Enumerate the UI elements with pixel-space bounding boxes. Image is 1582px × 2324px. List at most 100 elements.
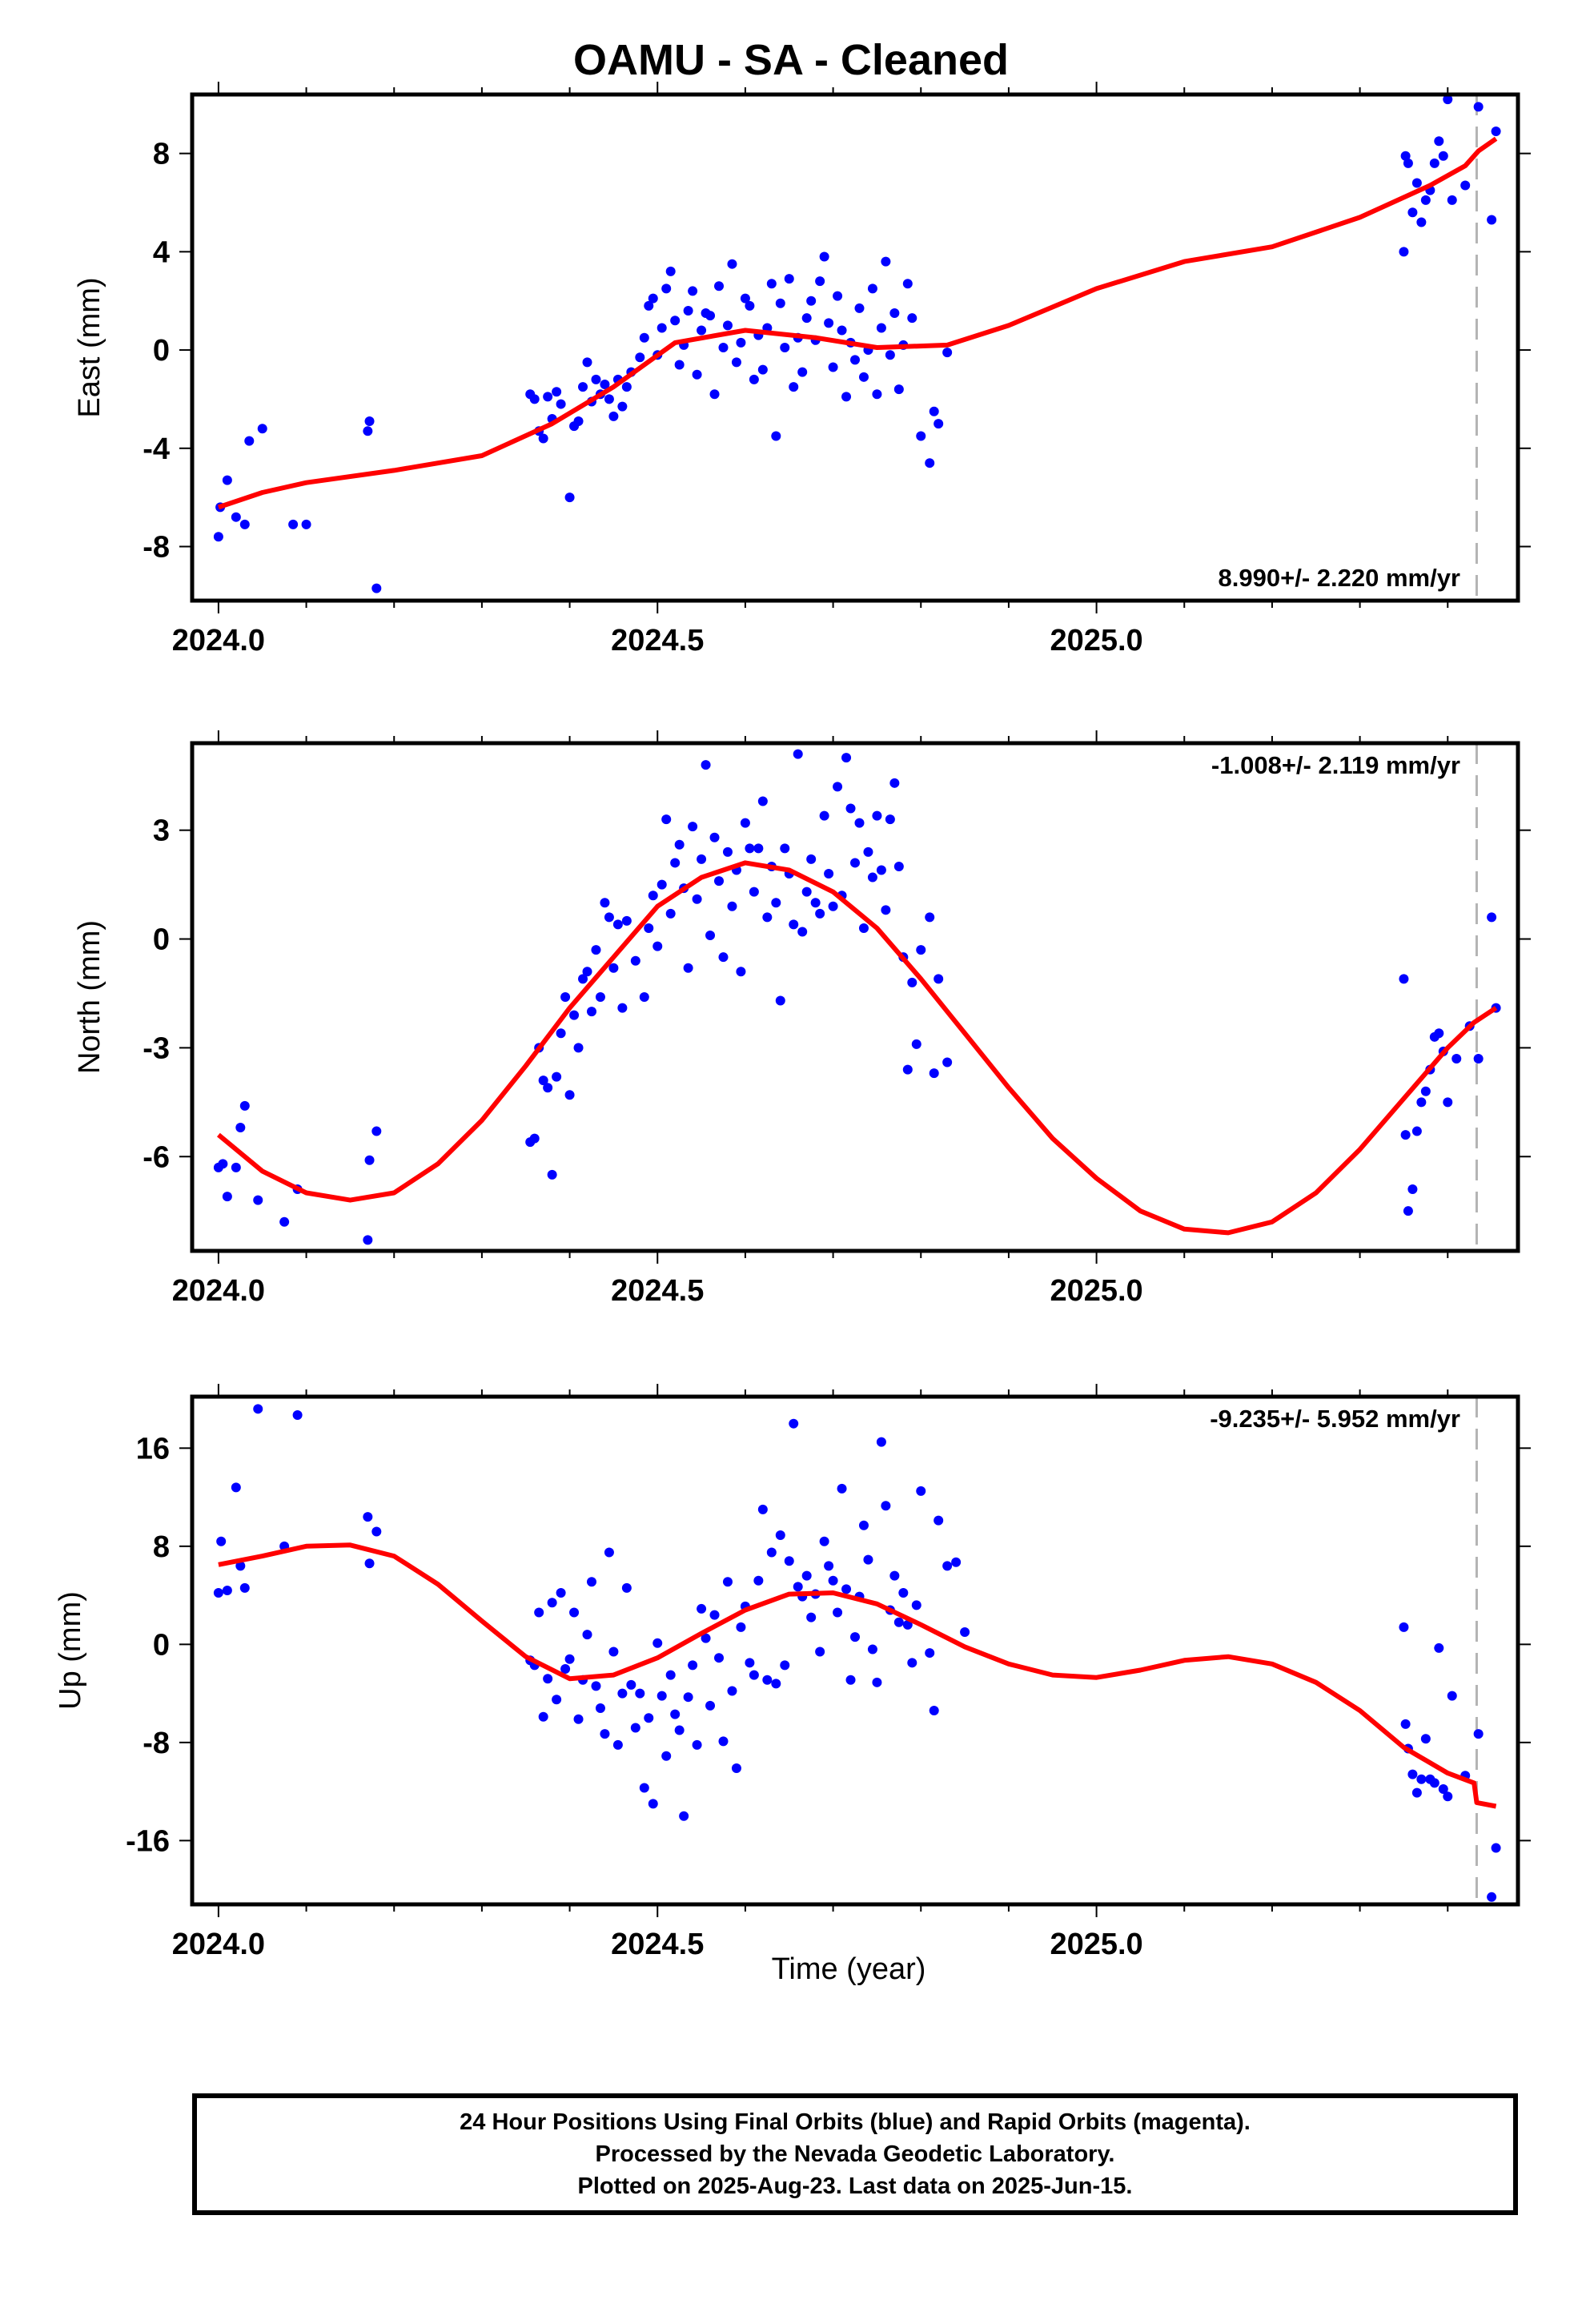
data-point (824, 1561, 834, 1571)
data-point (1420, 195, 1431, 205)
data-point (604, 394, 614, 404)
data-point (288, 519, 299, 529)
data-point (608, 411, 619, 421)
data-point (797, 927, 808, 937)
fit-curve (218, 1542, 1497, 1809)
data-point (644, 300, 654, 311)
data-point (626, 1679, 636, 1690)
y-axis-label: North (mm) (73, 920, 106, 1074)
data-point (630, 1723, 640, 1733)
y-tick-label: 0 (153, 334, 170, 368)
data-point (1400, 151, 1411, 161)
data-point (929, 406, 939, 416)
data-point (819, 810, 829, 821)
data-point (371, 1526, 382, 1537)
data-point (951, 1557, 962, 1567)
data-point (644, 923, 654, 933)
x-tick-label: 2024.0 (172, 1274, 265, 1308)
y-tick-label: -16 (126, 1824, 170, 1858)
data-points (213, 1404, 1501, 1902)
data-point (893, 1617, 904, 1627)
data-point (916, 431, 926, 441)
y-tick-label: 0 (153, 923, 170, 957)
data-point (591, 374, 601, 384)
data-point (648, 293, 658, 304)
data-point (639, 332, 649, 343)
data-points (213, 94, 1501, 593)
data-point (1429, 158, 1439, 168)
data-point (815, 276, 825, 287)
data-point (692, 1739, 702, 1750)
y-tick-label: 3 (153, 814, 170, 848)
data-point (881, 256, 891, 267)
data-point (1491, 1843, 1501, 1853)
data-point (714, 281, 725, 292)
data-point (595, 1703, 605, 1713)
data-point (683, 305, 693, 316)
data-point (885, 814, 895, 825)
data-point (784, 274, 794, 284)
data-point (586, 1007, 596, 1017)
data-point (1416, 1097, 1427, 1108)
x-tick-label: 2025.0 (1050, 624, 1142, 657)
data-point (789, 382, 799, 392)
x-tick-label: 2024.5 (611, 624, 704, 657)
data-point (824, 869, 834, 879)
data-point (722, 1577, 733, 1587)
data-point (753, 843, 764, 854)
y-tick-label: 0 (153, 1628, 170, 1662)
data-point (674, 839, 685, 850)
data-point (828, 362, 838, 372)
data-point (670, 1709, 681, 1719)
data-point (231, 1162, 241, 1172)
data-point (661, 814, 672, 825)
data-point (674, 360, 685, 370)
data-point (898, 1588, 909, 1598)
data-point (867, 872, 877, 883)
data-point (736, 337, 746, 348)
data-point (1460, 180, 1471, 191)
data-point (727, 1686, 737, 1696)
data-point (701, 760, 711, 770)
data-point (656, 323, 667, 333)
data-point (916, 1486, 926, 1496)
y-tick-label: -8 (143, 1727, 170, 1760)
rate-annotation: -9.235+/- 5.952 mm/yr (1210, 1405, 1460, 1433)
data-point (841, 392, 852, 402)
data-point (235, 1123, 246, 1133)
data-point (648, 891, 658, 901)
data-point (925, 458, 935, 468)
data-point (573, 416, 584, 427)
data-point (552, 387, 562, 397)
data-point (253, 1404, 263, 1414)
data-point (780, 843, 790, 854)
data-point (1443, 1791, 1453, 1802)
up-panel: 2024.0 2024.5 2025.0 -16 -8 0 8 16 Up (mm) -9.235… (54, 1384, 1531, 1961)
data-point (257, 424, 267, 434)
data-point (231, 512, 241, 522)
data-point (757, 796, 768, 806)
data-point (801, 313, 812, 324)
data-point (235, 1561, 246, 1571)
data-point (828, 901, 838, 911)
data-point (815, 908, 825, 919)
data-point (736, 1622, 746, 1632)
data-point (665, 1670, 676, 1680)
data-point (547, 1598, 557, 1608)
data-point (656, 1691, 667, 1701)
data-point (621, 915, 632, 926)
data-point (824, 318, 834, 328)
data-point (745, 1658, 755, 1668)
data-point (845, 803, 856, 814)
data-point (722, 320, 733, 331)
data-point (1443, 94, 1453, 105)
data-point (841, 753, 852, 763)
y-tick-label: -3 (143, 1031, 170, 1065)
data-point (780, 343, 790, 352)
data-point (573, 1714, 584, 1724)
data-point (538, 1711, 548, 1722)
fit-curve (217, 136, 1498, 510)
data-point (363, 1512, 373, 1522)
data-point (1411, 1126, 1422, 1136)
data-point (1434, 136, 1444, 147)
